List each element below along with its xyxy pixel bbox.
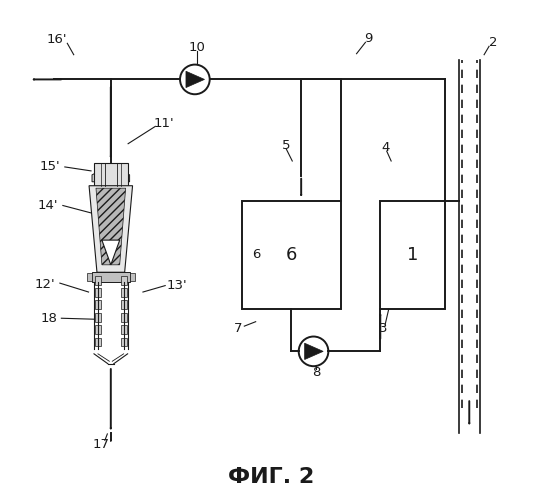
Bar (95, 325, 101, 334)
Text: 8: 8 (312, 366, 320, 379)
Bar (121, 338, 127, 346)
Bar (95, 288, 101, 297)
Bar (94, 164, 128, 186)
Text: 1: 1 (407, 246, 418, 264)
Bar (95, 313, 101, 322)
Text: 10: 10 (189, 41, 206, 54)
Text: 6: 6 (252, 248, 261, 262)
Bar (121, 313, 127, 322)
Polygon shape (113, 172, 130, 182)
Bar (121, 276, 127, 284)
Polygon shape (89, 186, 132, 272)
Text: 4: 4 (381, 140, 389, 153)
Polygon shape (186, 72, 205, 88)
Bar (92, 272, 130, 282)
Bar (380, 200, 445, 310)
Polygon shape (96, 188, 125, 265)
Text: 16': 16' (46, 34, 67, 46)
Text: 15': 15' (40, 160, 60, 173)
Text: 12': 12' (35, 278, 55, 291)
Bar (95, 338, 101, 346)
Bar (121, 288, 127, 297)
Text: 18: 18 (41, 312, 58, 324)
Bar (242, 200, 340, 310)
Text: 2: 2 (489, 36, 497, 49)
Polygon shape (305, 343, 323, 359)
Text: 13': 13' (166, 279, 187, 292)
Text: ФИГ. 2: ФИГ. 2 (229, 468, 314, 487)
Bar (87, 273, 92, 281)
Text: 5: 5 (282, 138, 291, 151)
Bar (95, 300, 101, 310)
Text: 11': 11' (154, 118, 174, 130)
Text: 7: 7 (233, 322, 242, 334)
Bar (130, 273, 135, 281)
Text: 14': 14' (38, 199, 58, 212)
Bar (121, 325, 127, 334)
Polygon shape (102, 240, 119, 265)
Text: 17': 17' (92, 438, 113, 451)
Text: 3: 3 (379, 322, 388, 334)
Bar (95, 276, 101, 284)
Text: 6: 6 (286, 246, 297, 264)
Text: 9: 9 (364, 32, 372, 45)
Bar (121, 300, 127, 310)
Polygon shape (92, 172, 109, 182)
